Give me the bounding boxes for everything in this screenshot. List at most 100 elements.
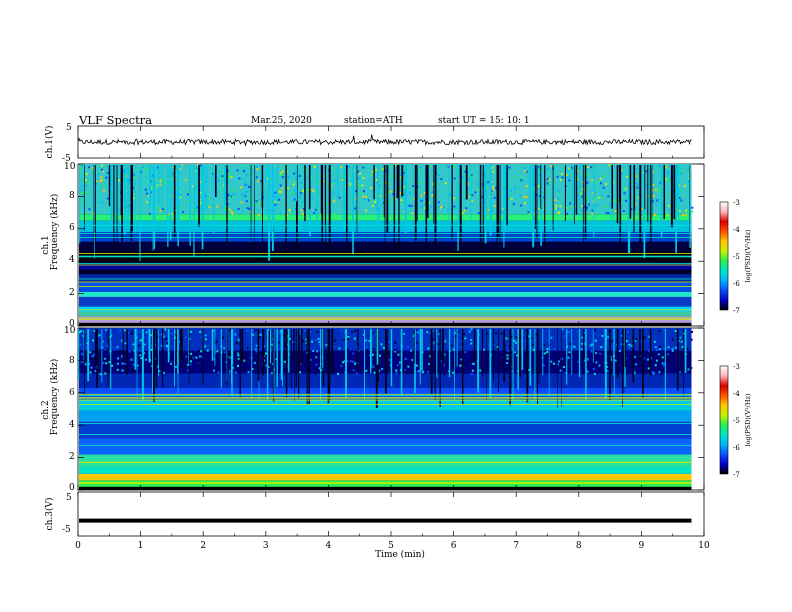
spectrogram-speckle: [170, 332, 173, 335]
spectrogram-speckle: [659, 356, 662, 359]
ch2-ytick-10: 10: [64, 326, 76, 336]
spectrogram-speckle: [130, 333, 133, 335]
spectrogram-speckle: [237, 354, 240, 357]
spectrogram-band: [79, 410, 692, 422]
spectrogram-speckle: [567, 356, 570, 359]
spectrogram-sferic: [173, 165, 176, 238]
x-tick-label: 2: [200, 541, 206, 551]
spectrogram-sferic: [371, 329, 373, 369]
spectrogram-speckle: [681, 345, 684, 348]
spectrogram-sferic: [689, 165, 691, 248]
spectrogram-speckle: [430, 165, 432, 168]
spectrogram-sferic: [639, 165, 642, 243]
spectrogram-speckle: [281, 170, 284, 173]
spectrogram-speckle: [655, 359, 658, 362]
spectrogram-speckle: [182, 211, 184, 214]
spectrogram-speckle: [561, 176, 564, 179]
spectrogram-speckle: [340, 329, 343, 332]
spectrogram-speckle: [279, 212, 282, 215]
spectrogram-speckle: [523, 167, 526, 170]
spectrogram-speckle: [274, 201, 277, 203]
spectrogram-speckle: [461, 212, 464, 215]
spectrogram-speckle: [206, 205, 209, 208]
spectrogram-speckle: [156, 184, 159, 187]
spectrogram-sferic: [78, 329, 80, 380]
spectrogram-speckle: [84, 346, 87, 349]
spectrogram-speckle: [535, 333, 538, 336]
spectrogram-speckle: [159, 180, 162, 183]
spectrogram-speckle: [289, 337, 292, 340]
spectrogram-speckle: [251, 367, 254, 370]
spectrogram-speckle: [200, 331, 203, 334]
spectrogram-speckle: [171, 212, 174, 215]
spectrogram-speckle: [556, 175, 559, 178]
spectrogram-speckle: [528, 369, 531, 371]
spectrogram-speckle: [608, 164, 611, 167]
spectrogram-speckle: [145, 331, 148, 334]
spectrogram-speckle: [170, 362, 172, 365]
spectrogram-speckle: [420, 205, 423, 208]
spectrogram-speckle: [80, 198, 83, 201]
spectrogram-speckle: [175, 174, 178, 177]
spectrogram-sferic: [201, 165, 204, 250]
spectrogram-speckle: [217, 209, 220, 212]
spectrogram-sferic: [96, 329, 98, 388]
spectrogram-speckle: [160, 344, 163, 347]
spectrogram-sferic: [534, 329, 536, 402]
spectrogram-speckle: [602, 196, 605, 199]
spectrogram-speckle: [157, 207, 160, 210]
spectrogram-sferic: [295, 165, 298, 202]
spectrogram-sferic: [448, 165, 449, 232]
spectrogram-sferic: [497, 165, 500, 238]
ch2-ytick-8: 8: [69, 356, 75, 366]
spectrogram-sferic: [320, 329, 322, 408]
spectrogram-sferic: [619, 165, 621, 203]
x-tick-label: 0: [75, 541, 81, 551]
spectrogram-speckle: [267, 177, 269, 180]
spectrogram-speckle: [222, 177, 225, 180]
spectrogram-speckle: [197, 360, 200, 363]
spectrogram-speckle: [347, 336, 350, 339]
spectrogram-speckle: [94, 370, 97, 372]
spectrogram-speckle: [305, 338, 308, 341]
spectrogram-speckle: [255, 200, 258, 203]
spectrogram-speckle: [204, 345, 207, 348]
spectrogram-speckle: [657, 190, 660, 193]
spectrogram-band: [79, 282, 692, 292]
spectrogram-speckle: [687, 180, 690, 183]
spectrogram-speckle: [661, 356, 664, 359]
spectrogram-speckle: [515, 336, 518, 339]
spectrogram-sferic: [585, 329, 587, 405]
spectrogram-sferic: [506, 165, 508, 227]
spectrogram-speckle: [551, 366, 554, 368]
spectrogram-speckle: [261, 365, 264, 368]
ch1-spec-ylabel: Frequency (kHz): [49, 194, 60, 271]
spectrogram-speckle: [537, 166, 540, 169]
spectrogram-speckle: [208, 206, 211, 209]
ch3-ytick-bottom: -5: [62, 525, 71, 535]
spectrogram-sferic: [328, 165, 331, 249]
spectrogram-speckle: [281, 187, 284, 190]
spectrogram-speckle: [104, 357, 107, 360]
spectrogram-speckle: [493, 350, 496, 353]
spectrogram-speckle: [667, 180, 670, 183]
spectrogram-sferic: [161, 165, 163, 209]
spectrogram-speckle: [163, 344, 166, 347]
spectrogram-speckle: [190, 357, 193, 359]
spectrogram-speckle: [515, 341, 518, 344]
spectrogram-speckle: [533, 213, 536, 215]
spectrogram-speckle: [482, 348, 485, 351]
spectrogram-sferic: [613, 329, 614, 376]
spectrogram-speckle: [444, 182, 447, 185]
spectrogram-speckle: [299, 191, 302, 194]
spectrogram-band: [79, 438, 692, 455]
spectrogram-sferic: [126, 329, 128, 375]
spectrogram-speckle: [158, 334, 161, 337]
spectrogram-speckle: [591, 209, 594, 212]
ch2-spec-ylabel: Frequency (kHz): [49, 359, 60, 436]
spectrogram-speckle: [198, 355, 201, 358]
spectrogram-line: [79, 232, 692, 234]
spectrogram-speckle: [115, 347, 118, 350]
spectrogram-speckle: [471, 369, 474, 372]
spectrogram-speckle: [102, 185, 105, 187]
